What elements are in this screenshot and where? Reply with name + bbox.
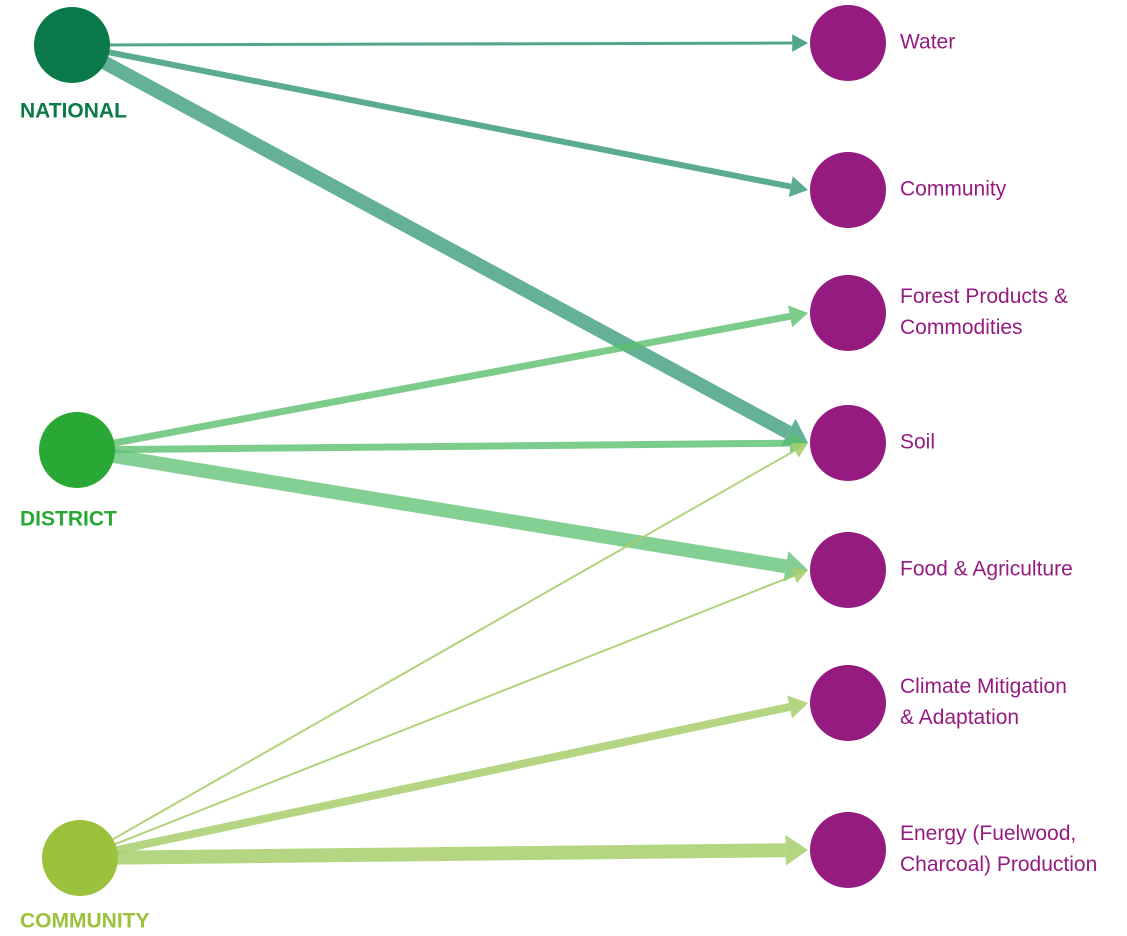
arrow-shaft (99, 843, 786, 865)
target-label: Commodities (900, 316, 1023, 339)
arrow-shaft (86, 48, 792, 439)
arrow-head (790, 567, 808, 584)
target-label: Climate Mitigation (900, 675, 1067, 698)
arrow-shaft (98, 574, 795, 852)
arrow-head (783, 551, 808, 582)
arrow-shaft (96, 439, 790, 454)
source-node (42, 820, 118, 896)
arrow-shaft (91, 41, 793, 47)
target-node (810, 405, 886, 481)
source-label: COMMUNITY (20, 910, 150, 933)
target-label: Soil (900, 431, 935, 454)
target-node (810, 152, 886, 228)
arrow (95, 446, 808, 582)
target-label: Charcoal) Production (900, 853, 1097, 876)
arrow-head (790, 443, 808, 458)
arrow-head (785, 834, 808, 866)
source-label: DISTRICT (20, 508, 117, 531)
arrow-head (787, 695, 808, 719)
target-label: Water (900, 31, 955, 54)
target-node (810, 532, 886, 608)
target-node (810, 665, 886, 741)
arrow-shaft (91, 45, 792, 190)
arrow (98, 567, 808, 852)
arrow-shaft (98, 703, 791, 858)
target-label: Forest Products & (900, 285, 1068, 308)
arrow (91, 45, 808, 197)
target-node (810, 5, 886, 81)
arrow (86, 48, 808, 446)
target-label: Community (900, 178, 1007, 201)
source-node (39, 412, 115, 488)
target-node (810, 812, 886, 888)
arrow-shaft (96, 312, 791, 450)
target-label: Food & Agriculture (900, 558, 1073, 581)
arrow (98, 695, 808, 858)
arrow-head (788, 305, 808, 328)
source-node (34, 7, 110, 83)
target-label: Energy (Fuelwood, (900, 822, 1076, 845)
arrow (96, 305, 808, 450)
arrow-head (788, 176, 808, 197)
target-node (810, 275, 886, 351)
arrow-head (792, 34, 808, 52)
arrow (99, 834, 808, 866)
arrow (91, 34, 808, 52)
source-label: NATIONAL (20, 100, 127, 123)
arrow-shaft (96, 449, 796, 849)
arrow-shaft (95, 446, 788, 574)
arrow (96, 431, 808, 455)
arrow (96, 443, 808, 849)
target-label: & Adaptation (900, 706, 1019, 729)
